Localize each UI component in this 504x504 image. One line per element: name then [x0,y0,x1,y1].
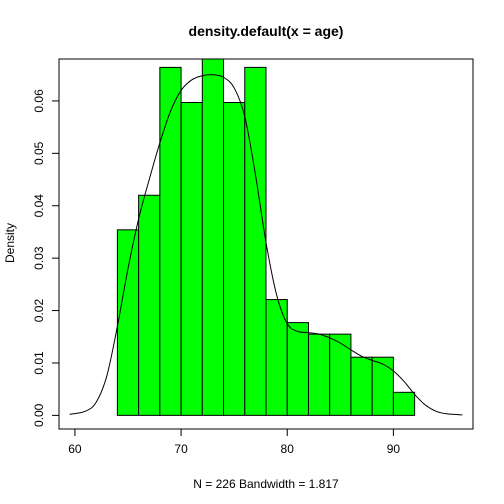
y-tick-label: 0.01 [32,351,46,375]
histogram-bar [159,66,182,416]
histogram-bar [371,356,394,416]
histogram-bar [180,101,203,416]
x-tick-label: 90 [387,442,401,456]
y-tick-label: 0.06 [32,89,46,113]
histogram-bar [244,66,267,416]
y-tick-label: 0.04 [32,194,46,218]
x-tick-label: 60 [68,442,82,456]
x-tick-label: 80 [281,442,295,456]
y-tick-label: 0.02 [32,299,46,323]
histogram-bar [223,101,246,416]
y-axis: 0.00 0.01 0.02 0.03 0.04 0.05 0.06 [32,89,60,427]
histogram-bar [350,356,373,416]
density-curve [69,74,463,416]
histogram-bars [116,59,416,416]
y-tick-label: 0.00 [32,403,46,427]
histogram-bar [307,333,331,416]
histogram-bar [329,333,352,416]
chart-title: density.default(x = age) [189,23,344,39]
histogram-bar [392,391,416,416]
x-tick-label: 70 [174,442,188,456]
x-axis: 60 70 80 90 [68,428,401,456]
histogram-bar [286,322,309,416]
y-axis-label: Density [3,223,17,263]
histogram-bar [201,59,225,416]
histogram-bar [116,229,140,416]
y-tick-label: 0.05 [32,141,46,165]
x-axis-label: N = 226 Bandwidth = 1.817 [193,477,339,491]
histogram-bar [138,194,161,416]
y-tick-label: 0.03 [32,246,46,270]
